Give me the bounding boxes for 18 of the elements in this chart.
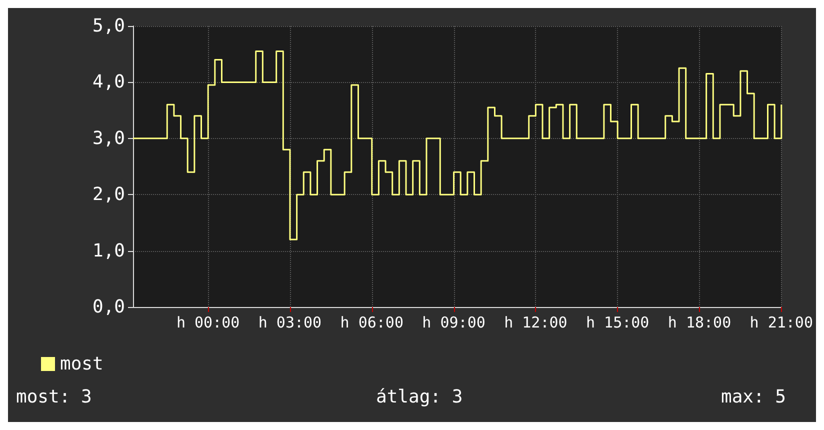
x-tick-label: h 06:00	[340, 314, 404, 332]
y-tick-label: 4,0	[92, 72, 125, 93]
y-tick-label: 1,0	[92, 240, 125, 262]
x-tick-label: h 12:00	[504, 314, 568, 332]
x-tick-label: h 21:00	[750, 314, 813, 332]
y-tick-label: 3,0	[92, 128, 125, 149]
x-tick-label: h 03:00	[258, 314, 322, 332]
x-tick-label: h 09:00	[422, 314, 486, 332]
legend-label: most	[60, 354, 104, 374]
y-tick-label: 2,0	[92, 184, 125, 206]
y-tick-label: 0,0	[92, 296, 125, 318]
x-tick-label: h 15:00	[586, 314, 650, 332]
y-tick-label: 5,0	[92, 16, 125, 36]
x-tick-label: h 00:00	[176, 314, 240, 332]
x-tick-label: h 18:00	[668, 314, 732, 332]
text: most: 3	[16, 386, 92, 408]
text: átlag: 3	[376, 386, 463, 408]
text: max: 5	[720, 386, 786, 408]
